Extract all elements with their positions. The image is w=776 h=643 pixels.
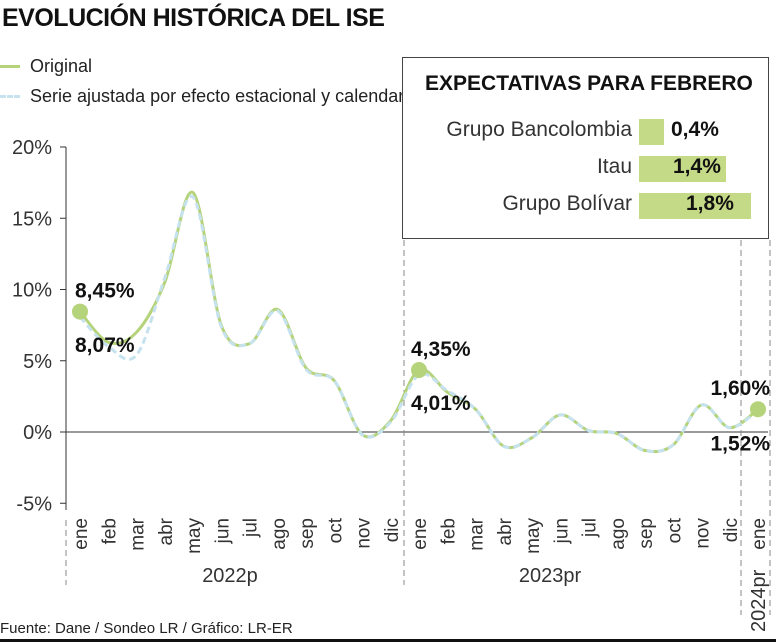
source-footer: Fuente: Dane / Sondeo LR / Gráfico: LR-E… [0, 620, 293, 637]
x-tick-label: dic [382, 518, 403, 542]
x-tick-label: sep [297, 518, 318, 549]
year-label: 2023pr [519, 565, 582, 587]
highlight-point [72, 303, 88, 320]
x-tick-label: abr [156, 517, 177, 545]
data-label: 1,52% [710, 432, 770, 455]
legend-label: Serie ajustada por efecto estacional y c… [30, 86, 419, 106]
y-tick-label: 20% [12, 137, 52, 159]
x-tick-label: abr [495, 517, 516, 545]
x-tick-label: ene [410, 518, 431, 550]
bank-label: Grupo Bancolombia [446, 118, 632, 141]
expectation-value: 1,4% [673, 155, 721, 178]
data-label: 8,45% [75, 280, 135, 303]
legend-adjusted: Serie ajustada por efecto estacional y c… [0, 86, 418, 107]
bank-label: Grupo Bolívar [502, 192, 632, 215]
y-tick-label: 15% [12, 208, 52, 230]
x-tick-label: ago [269, 518, 290, 550]
x-tick-label: may [184, 518, 205, 554]
x-tick-label: feb [99, 518, 120, 544]
y-tick-label: 5% [23, 351, 52, 373]
legend-swatch-original [0, 65, 20, 68]
year-label: 2022p [202, 565, 258, 587]
inset-title: EXPECTATIVAS PARA FEBRERO [425, 72, 753, 95]
chart-title: EVOLUCIÓN HISTÓRICA DEL ISE [2, 4, 385, 32]
data-label: 4,35% [411, 338, 471, 361]
legend-original: Original [0, 56, 92, 77]
x-tick-label: nov [354, 518, 375, 549]
expectation-value: 1,8% [686, 192, 734, 215]
highlight-point [750, 401, 766, 418]
y-tick-label: 0% [23, 422, 52, 444]
x-tick-label: ene [749, 518, 770, 550]
x-tick-label: may [523, 518, 544, 554]
x-tick-label: mar [128, 517, 149, 550]
data-label: 4,01% [411, 392, 471, 415]
y-tick-label: -5% [16, 493, 52, 515]
x-tick-label: dic [721, 518, 742, 542]
x-tick-label: ene [71, 518, 92, 550]
x-tick-label: oct [325, 517, 346, 543]
year-label: 2024pr [748, 569, 770, 632]
legend-swatch-adjusted [0, 95, 20, 98]
expectation-bar [639, 193, 751, 219]
series-original-line [78, 191, 759, 454]
legend-label: Original [30, 56, 93, 76]
x-tick-label: mar [467, 517, 488, 550]
y-tick-label: 10% [12, 280, 52, 302]
x-tick-label: jun [551, 518, 572, 544]
bank-label: Itau [596, 155, 632, 178]
bottom-rule [0, 639, 776, 642]
x-tick-label: jul [241, 518, 262, 538]
x-tick-label: jul [580, 518, 601, 538]
x-tick-label: ago [608, 518, 629, 550]
data-label: 1,60% [710, 377, 770, 400]
x-tick-label: oct [664, 517, 685, 543]
highlight-point [411, 362, 427, 379]
expectations-inset: EXPECTATIVAS PARA FEBRERO Grupo Bancolom… [402, 57, 769, 239]
x-tick-label: feb [438, 518, 459, 544]
series-adjusted-line [78, 194, 759, 454]
expectation-bar [639, 156, 727, 182]
x-tick-label: nov [693, 518, 714, 549]
x-tick-label: sep [636, 518, 657, 549]
x-tick-label: jun [212, 518, 233, 544]
expectation-bar [639, 119, 664, 145]
data-label: 8,07% [75, 334, 135, 357]
expectation-value: 0,4% [671, 118, 719, 141]
